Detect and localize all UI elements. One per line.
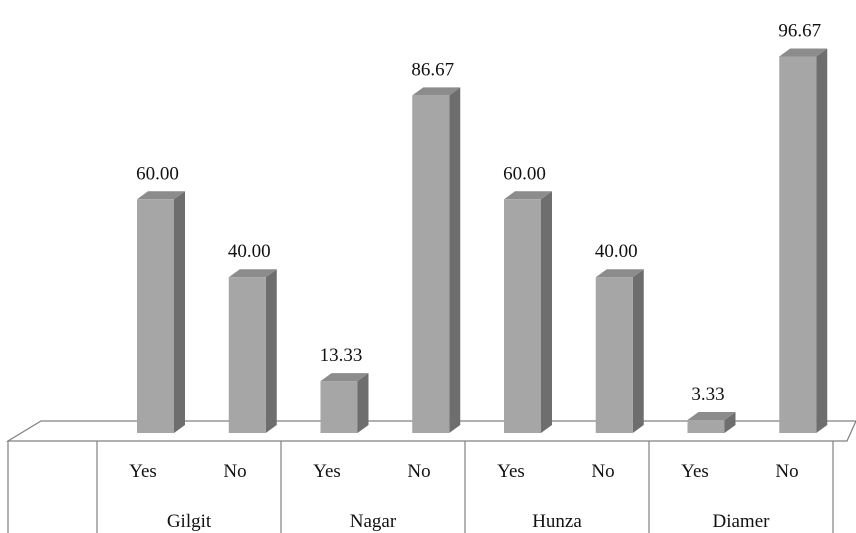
bar-diamer-no	[779, 48, 828, 434]
group-label-gilgit: Gilgit	[167, 511, 212, 532]
bar-nagar-yes	[320, 373, 369, 433]
data-label: 40.00	[228, 241, 271, 262]
data-label: 96.67	[778, 20, 821, 41]
data-label: 60.00	[136, 163, 179, 184]
bar-front-face	[412, 95, 450, 433]
category-label-yes: Yes	[313, 461, 341, 482]
group-label-diamer: Diamer	[713, 511, 771, 532]
group-label-hunza: Hunza	[532, 511, 582, 532]
bar-side-face	[816, 48, 828, 434]
bars-layer	[137, 48, 828, 434]
bar-front-face	[595, 277, 633, 433]
data-label: 60.00	[503, 163, 546, 184]
category-label-no: No	[591, 461, 614, 482]
bar-top-face	[228, 269, 277, 278]
bar-top-face	[687, 412, 736, 421]
data-label: 13.33	[320, 345, 363, 366]
bar-nagar-no	[412, 87, 461, 433]
bar-diamer-yes	[687, 412, 736, 433]
data-label: 40.00	[595, 241, 638, 262]
bar-top-face	[595, 269, 644, 278]
category-label-yes: Yes	[681, 461, 709, 482]
data-labels-layer: 60.00 40.00 13.33 86.67 60.00 40.00 3.33 96.67	[136, 20, 821, 405]
category-label-yes: Yes	[129, 461, 157, 482]
bar-side-face	[357, 373, 369, 433]
bar-front-face	[504, 199, 541, 433]
bar-hunza-no	[595, 269, 644, 433]
bar-front-face	[779, 56, 817, 434]
bar-top-face	[504, 191, 552, 200]
category-label-no: No	[223, 461, 246, 482]
bar-front-face	[137, 199, 174, 433]
bar-top-face	[779, 48, 828, 57]
category-label-yes: Yes	[497, 461, 525, 482]
data-label: 3.33	[691, 384, 724, 405]
group-label-nagar: Nagar	[350, 511, 397, 532]
bar-side-face	[174, 191, 185, 433]
bar-front-face	[228, 277, 266, 433]
bar-gilgit-no	[228, 269, 277, 433]
bar-side-face	[449, 87, 461, 433]
category-axis-table: Yes No Gilgit Yes No Nagar Yes No Hunza Yes No Diam…	[7, 441, 834, 533]
bar-front-face	[687, 420, 725, 433]
category-label-no: No	[775, 461, 798, 482]
bar-top-face	[320, 373, 369, 382]
bar-side-face	[265, 269, 277, 433]
bar-top-face	[412, 87, 461, 96]
data-label: 86.67	[411, 59, 454, 80]
bar-top-face	[137, 191, 185, 200]
bar-side-face	[541, 191, 552, 433]
bar-hunza-yes	[504, 191, 552, 433]
bar-front-face	[320, 381, 358, 433]
bar-side-face	[724, 412, 736, 433]
bar-gilgit-yes	[137, 191, 185, 433]
bar-side-face	[632, 269, 644, 433]
category-label-no: No	[407, 461, 430, 482]
